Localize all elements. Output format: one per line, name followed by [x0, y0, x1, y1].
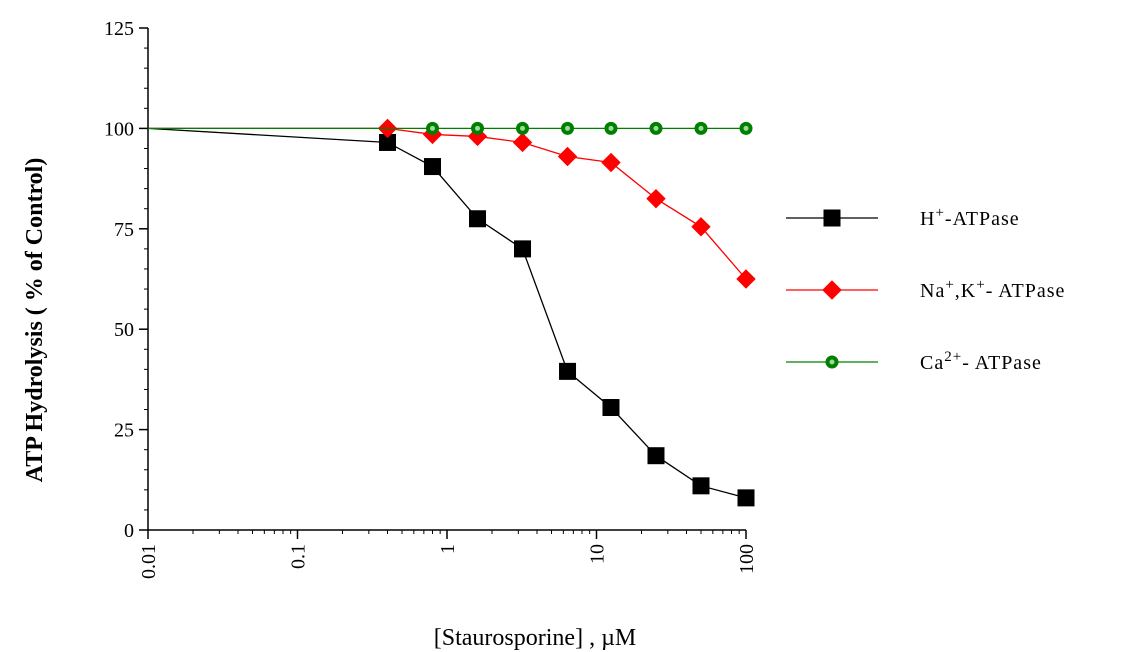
legend-label: Ca2+- ATPase [920, 349, 1042, 374]
marker-dot [520, 125, 526, 131]
marker-dot [430, 125, 436, 131]
marker-dot [829, 359, 835, 365]
data-point [516, 121, 530, 135]
x-tick-label: 0.01 [138, 544, 160, 579]
series-1 [148, 118, 756, 289]
marker-dot [608, 125, 614, 131]
marker-dot [698, 125, 704, 131]
marker-dot [743, 125, 749, 131]
data-point [694, 121, 708, 135]
legend-label: Na+,K+- ATPase [920, 277, 1065, 302]
y-axis-title: ATP Hydrolysis ( % of Control) [22, 158, 48, 483]
legend-swatch-marker [822, 280, 842, 300]
data-point [737, 489, 755, 507]
data-point [469, 210, 487, 228]
data-point [424, 158, 442, 176]
data-point [739, 121, 753, 135]
data-point [647, 447, 665, 465]
series-0 [147, 127, 755, 507]
series-2 [148, 121, 753, 135]
legend-swatch-marker [823, 209, 841, 227]
x-tick-label: 10 [587, 544, 609, 564]
legend-item-2: Ca2+- ATPase [786, 349, 1042, 374]
y-tick-label: 50 [114, 319, 134, 341]
data-point [604, 121, 618, 135]
series-layer [147, 118, 756, 507]
y-tick-label: 100 [104, 118, 134, 140]
marker-dot [475, 125, 481, 131]
data-point [471, 121, 485, 135]
data-point [601, 152, 621, 173]
legend-swatch-marker [825, 355, 839, 369]
x-axis-title: [Staurosporine] , µM [434, 625, 636, 651]
y-tick-label: 25 [114, 420, 134, 442]
data-point [559, 362, 577, 380]
y-tick-label: 125 [104, 18, 134, 40]
data-point [561, 121, 575, 135]
data-point [691, 217, 711, 237]
series-line [147, 127, 747, 499]
data-point [512, 132, 533, 153]
legend: H+-ATPase Na+,K+- ATPase Ca2+- ATPase [786, 205, 1065, 374]
marker-dot [653, 125, 659, 131]
legend-label: H+-ATPase [920, 205, 1020, 230]
data-point [426, 121, 440, 135]
x-tick-label: 100 [736, 544, 758, 574]
data-point [602, 399, 620, 417]
y-tick-label: 75 [114, 219, 134, 241]
legend-item-1: Na+,K+- ATPase [786, 277, 1065, 302]
x-tick-label: 0.1 [288, 544, 310, 569]
marker-dot [565, 125, 571, 131]
data-point [692, 477, 710, 495]
data-point [646, 188, 666, 209]
legend-item-0: H+-ATPase [786, 205, 1020, 230]
data-point [649, 121, 663, 135]
axes: 0 25 50 75 100 125 0.01 0.1 1 10 100 [104, 18, 758, 579]
x-tick-label: 1 [437, 544, 459, 554]
data-point [736, 269, 756, 289]
data-point [514, 240, 532, 258]
data-point [557, 146, 578, 167]
series-line [148, 127, 747, 280]
y-tick-label: 0 [124, 520, 134, 542]
